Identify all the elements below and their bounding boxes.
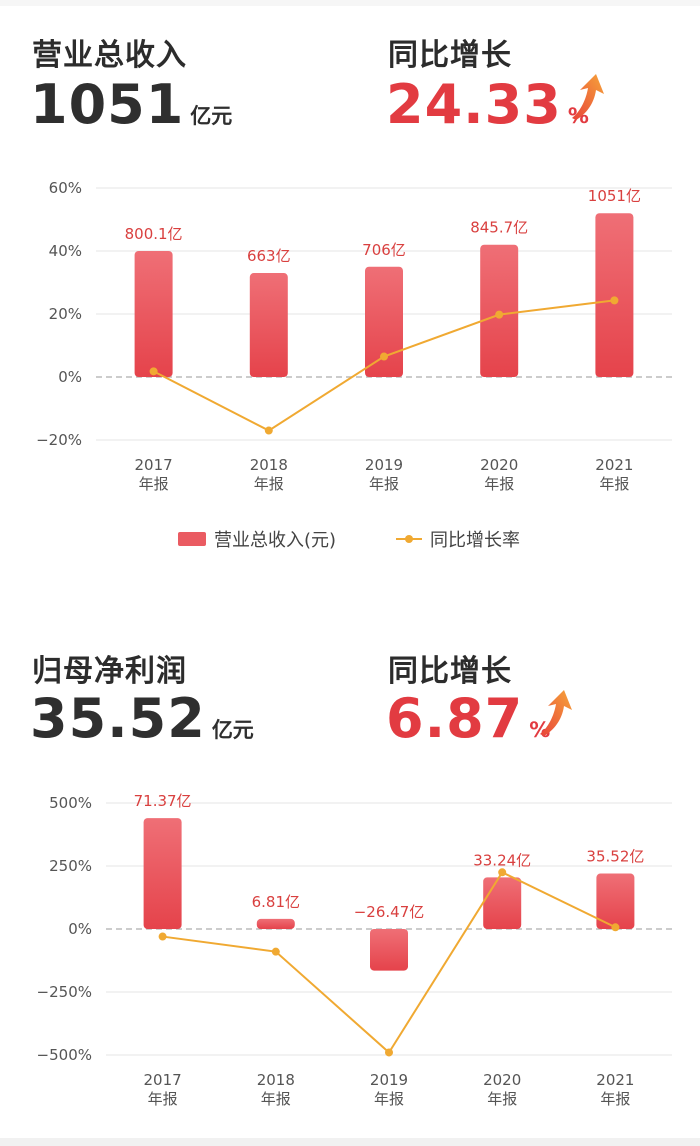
x-tick-sublabel: 年报 — [139, 475, 169, 493]
y-tick-label: 20% — [49, 305, 82, 323]
bar — [256, 918, 295, 929]
growth-point — [611, 923, 620, 932]
y-tick-label: −500% — [37, 1046, 92, 1064]
revenue-growth-value: 24.33% — [386, 78, 589, 132]
net-profit-unit: 亿元 — [211, 718, 254, 742]
bar — [365, 266, 403, 377]
x-tick-label: 2018 — [250, 456, 288, 474]
x-tick-sublabel: 年报 — [261, 1090, 291, 1108]
net-profit-chart: 500%250%0%−250%−500%71.37亿2017年报6.81亿201… — [37, 792, 672, 1108]
x-tick-sublabel: 年报 — [254, 475, 284, 493]
legend-line-swatch — [396, 532, 422, 546]
x-tick-label: 2020 — [480, 456, 518, 474]
bar-data-label: 71.37亿 — [134, 792, 192, 810]
growth-point — [498, 868, 507, 877]
bottom-divider — [0, 1138, 700, 1146]
y-tick-label: 0% — [58, 368, 82, 386]
legend-item-growth[interactable]: 同比增长率 — [396, 526, 520, 552]
x-tick-label: 2018 — [257, 1071, 295, 1089]
bar — [143, 818, 182, 929]
bar-data-label: 1051亿 — [588, 187, 641, 205]
revenue-growth-number: 24.33 — [386, 73, 562, 136]
x-tick-sublabel: 年报 — [484, 475, 514, 493]
net-profit-number: 35.52 — [30, 687, 206, 750]
bar-data-label: 33.24亿 — [473, 851, 531, 869]
up-arrow-icon — [572, 74, 604, 120]
y-tick-label: 500% — [49, 794, 92, 812]
x-tick-label: 2017 — [144, 1071, 182, 1089]
revenue-value: 1051 亿元 — [30, 78, 232, 132]
bar — [134, 251, 173, 377]
bar — [370, 929, 408, 971]
bar-data-label: 663亿 — [247, 247, 291, 265]
bar-data-label: 6.81亿 — [252, 893, 300, 911]
y-tick-label: −20% — [36, 431, 82, 449]
x-tick-sublabel: 年报 — [487, 1090, 517, 1108]
growth-point — [610, 296, 619, 305]
revenue-label: 营业总收入 — [32, 38, 187, 73]
y-tick-label: −250% — [37, 983, 92, 1001]
x-tick-label: 2021 — [596, 1071, 634, 1089]
x-tick-sublabel: 年报 — [369, 475, 399, 493]
growth-point — [264, 426, 273, 435]
net-profit-label: 归母净利润 — [32, 654, 187, 689]
y-tick-label: 60% — [49, 179, 82, 197]
bar-data-label: 800.1亿 — [125, 225, 183, 243]
bar-data-label: −26.47亿 — [354, 903, 425, 921]
growth-point — [495, 310, 504, 319]
legend-bar-swatch — [178, 532, 206, 546]
bar — [596, 873, 635, 929]
growth-point — [271, 947, 280, 956]
bar — [249, 273, 288, 377]
bar-data-label: 845.7亿 — [470, 219, 528, 237]
growth-point — [380, 352, 388, 361]
x-tick-label: 2020 — [483, 1071, 521, 1089]
revenue-chart-legend: 营业总收入(元) 同比增长率 — [0, 526, 700, 556]
x-tick-sublabel: 年报 — [600, 1090, 630, 1108]
net-profit-growth-number: 6.87 — [386, 687, 524, 750]
x-tick-sublabel: 年报 — [599, 475, 629, 493]
net-profit-growth-label: 同比增长 — [388, 654, 512, 689]
legend-item-revenue[interactable]: 营业总收入(元) — [178, 526, 336, 552]
growth-point — [158, 932, 167, 941]
revenue-unit: 亿元 — [190, 104, 233, 128]
up-arrow-icon — [540, 690, 572, 736]
x-tick-sublabel: 年报 — [148, 1090, 178, 1108]
y-tick-label: 0% — [68, 920, 92, 938]
net-profit-value: 35.52 亿元 — [30, 692, 254, 746]
x-tick-sublabel: 年报 — [374, 1090, 404, 1108]
bar-data-label: 35.52亿 — [586, 848, 644, 866]
growth-point — [385, 1048, 393, 1057]
legend-line-label: 同比增长率 — [430, 530, 520, 551]
top-divider — [0, 0, 700, 6]
net-profit-growth-value: 6.87% — [386, 692, 550, 746]
growth-point — [149, 367, 158, 376]
revenue-number: 1051 — [30, 73, 185, 136]
y-tick-label: 40% — [49, 242, 82, 260]
revenue-growth-label: 同比增长 — [388, 38, 512, 73]
revenue-chart: 60%40%20%0%−20%800.1亿2017年报663亿2018年报706… — [36, 179, 672, 493]
x-tick-label: 2019 — [370, 1071, 408, 1089]
x-tick-label: 2017 — [135, 456, 173, 474]
bar-data-label: 706亿 — [362, 241, 406, 259]
bar — [483, 877, 522, 929]
x-tick-label: 2021 — [595, 456, 633, 474]
legend-bar-label: 营业总收入(元) — [214, 530, 337, 551]
x-tick-label: 2019 — [365, 456, 403, 474]
bar — [595, 213, 634, 377]
y-tick-label: 250% — [49, 857, 92, 875]
